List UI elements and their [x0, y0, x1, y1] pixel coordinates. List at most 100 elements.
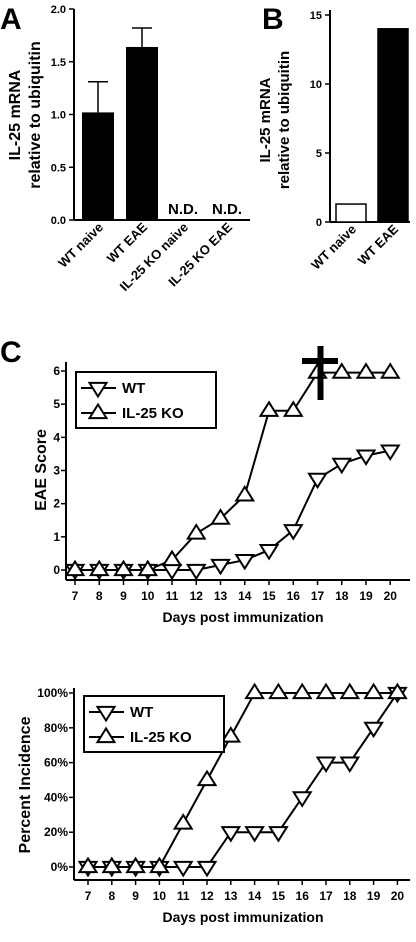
panel-a-y-axis-title: IL-25 mRNA relative to ubiquitin	[7, 41, 44, 189]
panel-c-incidence-data-point	[220, 826, 242, 843]
panel-c-incidence-x-tick-label: 13	[224, 889, 238, 903]
panel-b-category-label: WT EAE	[355, 221, 402, 268]
panel-c-score-data-point	[355, 362, 377, 379]
panel-a-nd-label: N.D.	[212, 201, 242, 218]
panel-c-score-x-tick-label: 16	[287, 589, 301, 603]
panel-c-incidence-data-point	[315, 756, 337, 773]
panel-c-incidence-data-point	[363, 682, 384, 700]
panel-c-incidence-x-tick-label: 9	[132, 889, 139, 903]
panel-c-score-x-tick-label: 19	[359, 589, 373, 603]
panel-c-score-data-point	[355, 449, 377, 466]
panel-c-score-x-tick-label: 9	[120, 589, 127, 603]
panel-c-incidence-x-tick-label: 16	[296, 889, 310, 903]
panel-c-incidence-y-tick-label: 80%	[44, 721, 68, 735]
panel-c-score-data-point	[161, 563, 183, 581]
panel-c-incidence-x-tick-label: 10	[153, 889, 167, 903]
panel-c-incidence-data-point	[291, 791, 313, 808]
panel-c-score-data-point	[210, 508, 231, 525]
panel-c-incidence-data-point	[149, 856, 170, 874]
panel-c-score-y-tick-label: 4	[53, 430, 60, 444]
panel-c-incidence-y-tick-label: 40%	[44, 790, 68, 804]
panel-c-score-data-point	[379, 362, 401, 379]
panel-c-incidence-data-point	[101, 856, 123, 874]
panel-c-score-data-point	[258, 400, 280, 417]
panel-c-score-x-tick-label: 13	[214, 589, 228, 603]
panel-c-incidence-data-point	[172, 813, 194, 830]
panel-c-incidence-data-point	[268, 826, 289, 843]
panel-label-b: B	[262, 3, 284, 36]
panel-c-incidence-x-tick-label: 8	[108, 889, 115, 903]
panel-c-score-data-point	[113, 559, 134, 577]
panel-c-incidence-legend-label: WT	[130, 704, 153, 721]
panel-c-incidence-data-point	[196, 769, 218, 787]
panel-c-score-y-tick-label: 1	[53, 530, 60, 544]
panel-c-score-data-point	[234, 553, 256, 571]
panel-c-score-x-tick-label: 7	[72, 589, 79, 603]
panel-c-score-data-point	[64, 559, 86, 577]
panel-c-incidence-x-tick-label: 19	[367, 889, 381, 903]
panel-b-y-tick-label: 10	[310, 79, 322, 91]
panel-c-incidence-data-point	[196, 860, 218, 878]
panel-c-incidence-x-tick-label: 12	[200, 889, 214, 903]
panel-c-score-data-point	[282, 524, 304, 541]
panel-c-score-x-tick-label: 11	[166, 589, 179, 603]
panel-b-bar	[335, 203, 367, 223]
panel-b-y-tick-label: 5	[316, 148, 322, 160]
panel-b-y-tick-label: 15	[310, 10, 322, 22]
panel-b-y-axis-title: IL-25 mRNA relative to ubiquitin	[257, 51, 293, 189]
panel-c-incidence-x-tick-label: 14	[248, 889, 262, 903]
panel-c-incidence-data-point	[339, 682, 361, 700]
panel-c-score-legend-marker	[87, 381, 109, 399]
panel-c-score-y-axis-title: EAE Score	[33, 429, 50, 511]
panel-label-c: C	[0, 336, 22, 369]
panel-a-y-tick-label: 2.0	[51, 4, 66, 16]
panel-a-y-tick-label: 0.0	[51, 215, 66, 227]
panel-label-a: A	[0, 3, 22, 36]
panel-c-incidence-y-tick-label: 100%	[37, 686, 68, 700]
panel-c-incidence-x-axis-title: Days post immunization	[162, 909, 323, 925]
panel-c-score-data-point	[137, 559, 159, 577]
panel-c-score-x-axis-title: Days post immunization	[162, 609, 323, 625]
panel-a-bar	[126, 46, 158, 221]
panel-c-score-y-tick-label: 6	[53, 364, 60, 378]
panel-c-score-legend-label: IL-25 KO	[122, 405, 184, 422]
panel-c-score-y-tick-label: 5	[53, 397, 60, 411]
panel-c-cross-marker-horizontal	[302, 358, 338, 364]
panel-c-cross-marker-vertical	[317, 346, 324, 400]
panel-c-incidence-x-tick-label: 15	[272, 889, 286, 903]
panel-c-score-x-tick-label: 12	[190, 589, 204, 603]
panel-b-y-tick-label: 0	[316, 217, 322, 229]
panel-c-score-data-point	[331, 457, 353, 475]
panel-a-category-label: WT naive	[55, 220, 106, 271]
panel-c-score-data-point	[258, 544, 280, 561]
panel-c-score-x-tick-label: 8	[96, 589, 103, 603]
panel-c-score-data-point	[331, 362, 353, 379]
panel-c-score-data-point	[282, 400, 304, 417]
panel-c-incidence-legend-marker	[95, 726, 117, 744]
panel-c-incidence-data-point	[125, 856, 146, 874]
panel-c-score-data-point	[307, 472, 328, 490]
panel-c-incidence-x-tick-label: 17	[319, 889, 333, 903]
panel-c-score-legend-marker	[87, 402, 109, 420]
panel-a-bar	[82, 112, 114, 220]
panel-c-score-data-point	[210, 558, 231, 576]
panel-c-incidence-x-tick-label: 20	[391, 889, 405, 903]
panel-b-bar	[377, 28, 409, 223]
panel-c-incidence-data-point	[291, 682, 313, 700]
panel-c-score-data-point	[234, 484, 256, 502]
panel-a-y-axis-title-line: IL-25 mRNA	[7, 69, 24, 160]
panel-c-incidence-data-point	[220, 726, 242, 743]
panel-c-incidence-data-point	[315, 682, 337, 700]
panel-b-category-label: WT naive	[308, 222, 359, 273]
panel-b-y-axis-title-line: relative to ubiquitin	[276, 51, 293, 189]
panel-c-incidence-data-point	[244, 826, 265, 843]
panel-c-incidence-y-axis-title: Percent Incidence	[17, 716, 34, 853]
panel-c-incidence-data-point	[268, 682, 289, 700]
panel-c-score-y-tick-label: 3	[53, 464, 60, 478]
panel-a-y-tick-label: 0.5	[51, 162, 66, 174]
panel-c-incidence-data-point	[77, 856, 99, 874]
panel-c-incidence-x-tick-label: 18	[343, 889, 357, 903]
panel-c-score-data-point	[185, 563, 207, 581]
panel-c-score-x-tick-label: 20	[384, 589, 398, 603]
